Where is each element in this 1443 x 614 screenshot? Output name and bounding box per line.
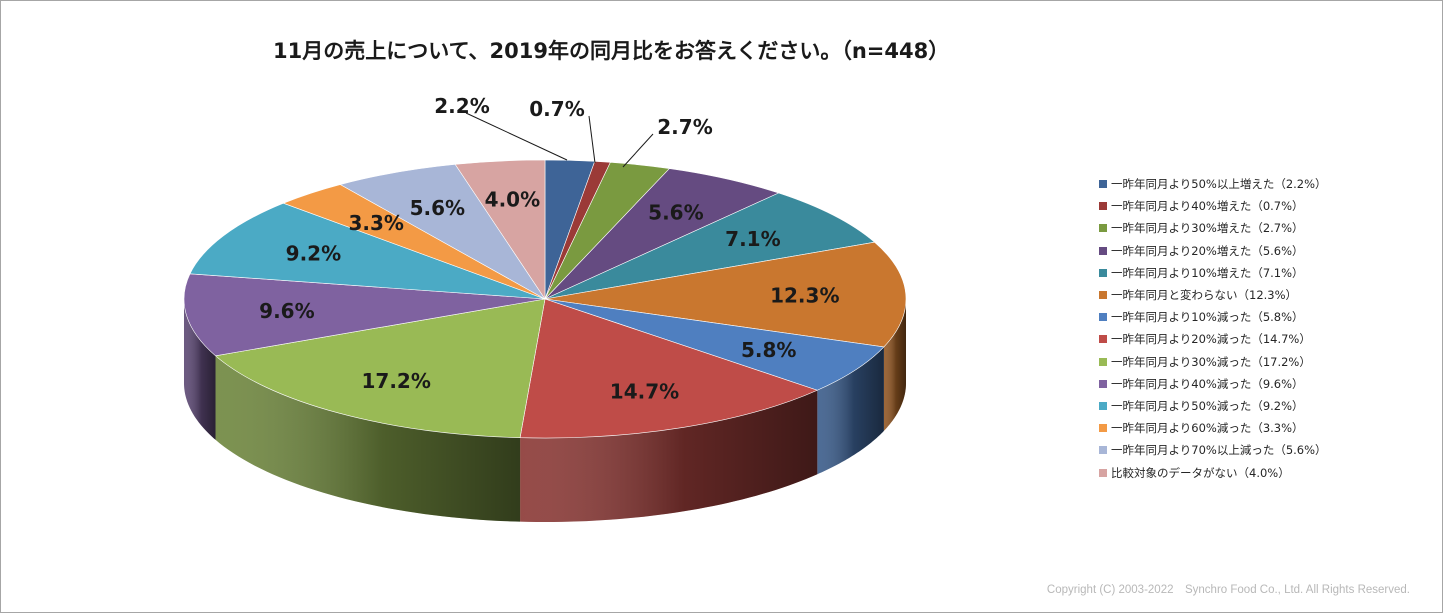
data-label-5: 12.3% [770,284,839,308]
pie-slice-side-shade-6 [817,346,884,475]
legend-item-8: 一昨年同月より30%減った（17.2%） [1099,351,1429,373]
pie-slice-4 [544,192,876,300]
legend-label: 一昨年同月より30%増えた（2.7%） [1111,221,1304,236]
data-label-11: 3.3% [348,211,403,235]
pie-slice-side-shade-8 [215,355,521,522]
pie-slice-3 [544,168,780,300]
legend-swatch [1099,224,1107,233]
legend-label: 比較対象のデータがない（4.0%） [1111,465,1290,480]
legend-item-2: 一昨年同月より30%増えた（2.7%） [1099,217,1429,239]
legend-label: 一昨年同月より40%減った（9.6%） [1111,376,1304,391]
pie-slice-6 [544,298,885,391]
data-label-3: 5.6% [648,201,703,225]
pie-slice-13 [454,159,546,300]
data-label-13: 4.0% [485,188,540,212]
legend: 一昨年同月より50%以上増えた（2.2%） 一昨年同月より40%増えた（0.7%）… [1099,173,1429,484]
legend-label: 一昨年同月より50%減った（9.2%） [1111,398,1304,413]
pie-slice-side-shade-5 [883,299,906,431]
legend-item-1: 一昨年同月より40%増えた（0.7%） [1099,195,1429,217]
data-label-7: 14.7% [610,380,679,404]
data-label-6: 5.8% [741,338,796,362]
pie-slice-8 [214,298,546,438]
legend-swatch [1099,268,1107,277]
leader-line-1 [588,115,596,164]
data-label-0: 2.2% [434,94,489,118]
legend-item-12: 一昨年同月より70%以上減った（5.6%） [1099,439,1429,461]
pie-slice-7 [519,298,819,439]
legend-label: 一昨年同月より10%増えた（7.1%） [1111,265,1304,280]
data-label-12: 5.6% [410,196,465,220]
legend-swatch [1099,468,1107,477]
legend-swatch [1099,446,1107,455]
legend-item-0: 一昨年同月より50%以上増えた（2.2%） [1099,173,1429,195]
legend-swatch [1099,313,1107,322]
legend-label: 一昨年同月より30%減った（17.2%） [1111,354,1311,369]
legend-swatch [1099,246,1107,255]
legend-swatch [1099,401,1107,410]
data-label-8: 17.2% [362,369,431,393]
pie-slice-9 [183,273,546,357]
copyright-text: Copyright (C) 2003-2022 Synchro Food Co.… [1046,584,1410,596]
chart-title: 11月の売上について、2019年の同月比をお答えください。（n=448） [273,39,950,63]
data-label-1: 0.7% [529,97,584,121]
legend-swatch [1099,335,1107,344]
legend-item-13: 比較対象のデータがない（4.0%） [1099,461,1429,483]
pie-slice-12 [339,164,546,300]
pie-slice-10 [189,202,546,300]
legend-item-6: 一昨年同月より10%減った（5.8%） [1099,306,1429,328]
leader-line-0 [465,112,568,161]
legend-item-10: 一昨年同月より50%減った（9.2%） [1099,395,1429,417]
legend-label: 一昨年同月より50%以上増えた（2.2%） [1111,177,1327,192]
legend-swatch [1099,379,1107,388]
legend-item-3: 一昨年同月より20%増えた（5.6%） [1099,240,1429,262]
legend-swatch [1099,180,1107,189]
pie-slice-side-shade-9 [184,299,216,440]
legend-item-11: 一昨年同月より60%減った（3.3%） [1099,417,1429,439]
legend-label: 一昨年同月より40%増えた（0.7%） [1111,199,1304,214]
legend-label: 一昨年同月より70%以上減った（5.6%） [1111,443,1327,458]
data-label-9: 9.6% [259,299,314,323]
legend-swatch [1099,424,1107,433]
legend-label: 一昨年同月より20%増えた（5.6%） [1111,243,1304,258]
legend-label: 一昨年同月より10%減った（5.8%） [1111,310,1304,325]
data-label-10: 9.2% [286,242,341,266]
legend-label: 一昨年同月より20%減った（14.7%） [1111,332,1311,347]
legend-label: 一昨年同月と変わらない（12.3%） [1111,288,1298,303]
legend-item-9: 一昨年同月より40%減った（9.6%） [1099,373,1429,395]
legend-item-7: 一昨年同月より20%減った（14.7%） [1099,328,1429,350]
legend-label: 一昨年同月より60%減った（3.3%） [1111,421,1304,436]
pie-slice-side-shade-7 [520,390,818,522]
legend-swatch [1099,291,1107,300]
legend-item-5: 一昨年同月と変わらない（12.3%） [1099,284,1429,306]
legend-swatch [1099,357,1107,366]
legend-swatch [1099,202,1107,211]
data-label-4: 7.1% [725,227,780,251]
data-label-2: 2.7% [657,115,712,139]
leader-line-2 [622,133,654,168]
pie-slice-5 [544,241,907,348]
legend-item-4: 一昨年同月より10%増えた（7.1%） [1099,262,1429,284]
